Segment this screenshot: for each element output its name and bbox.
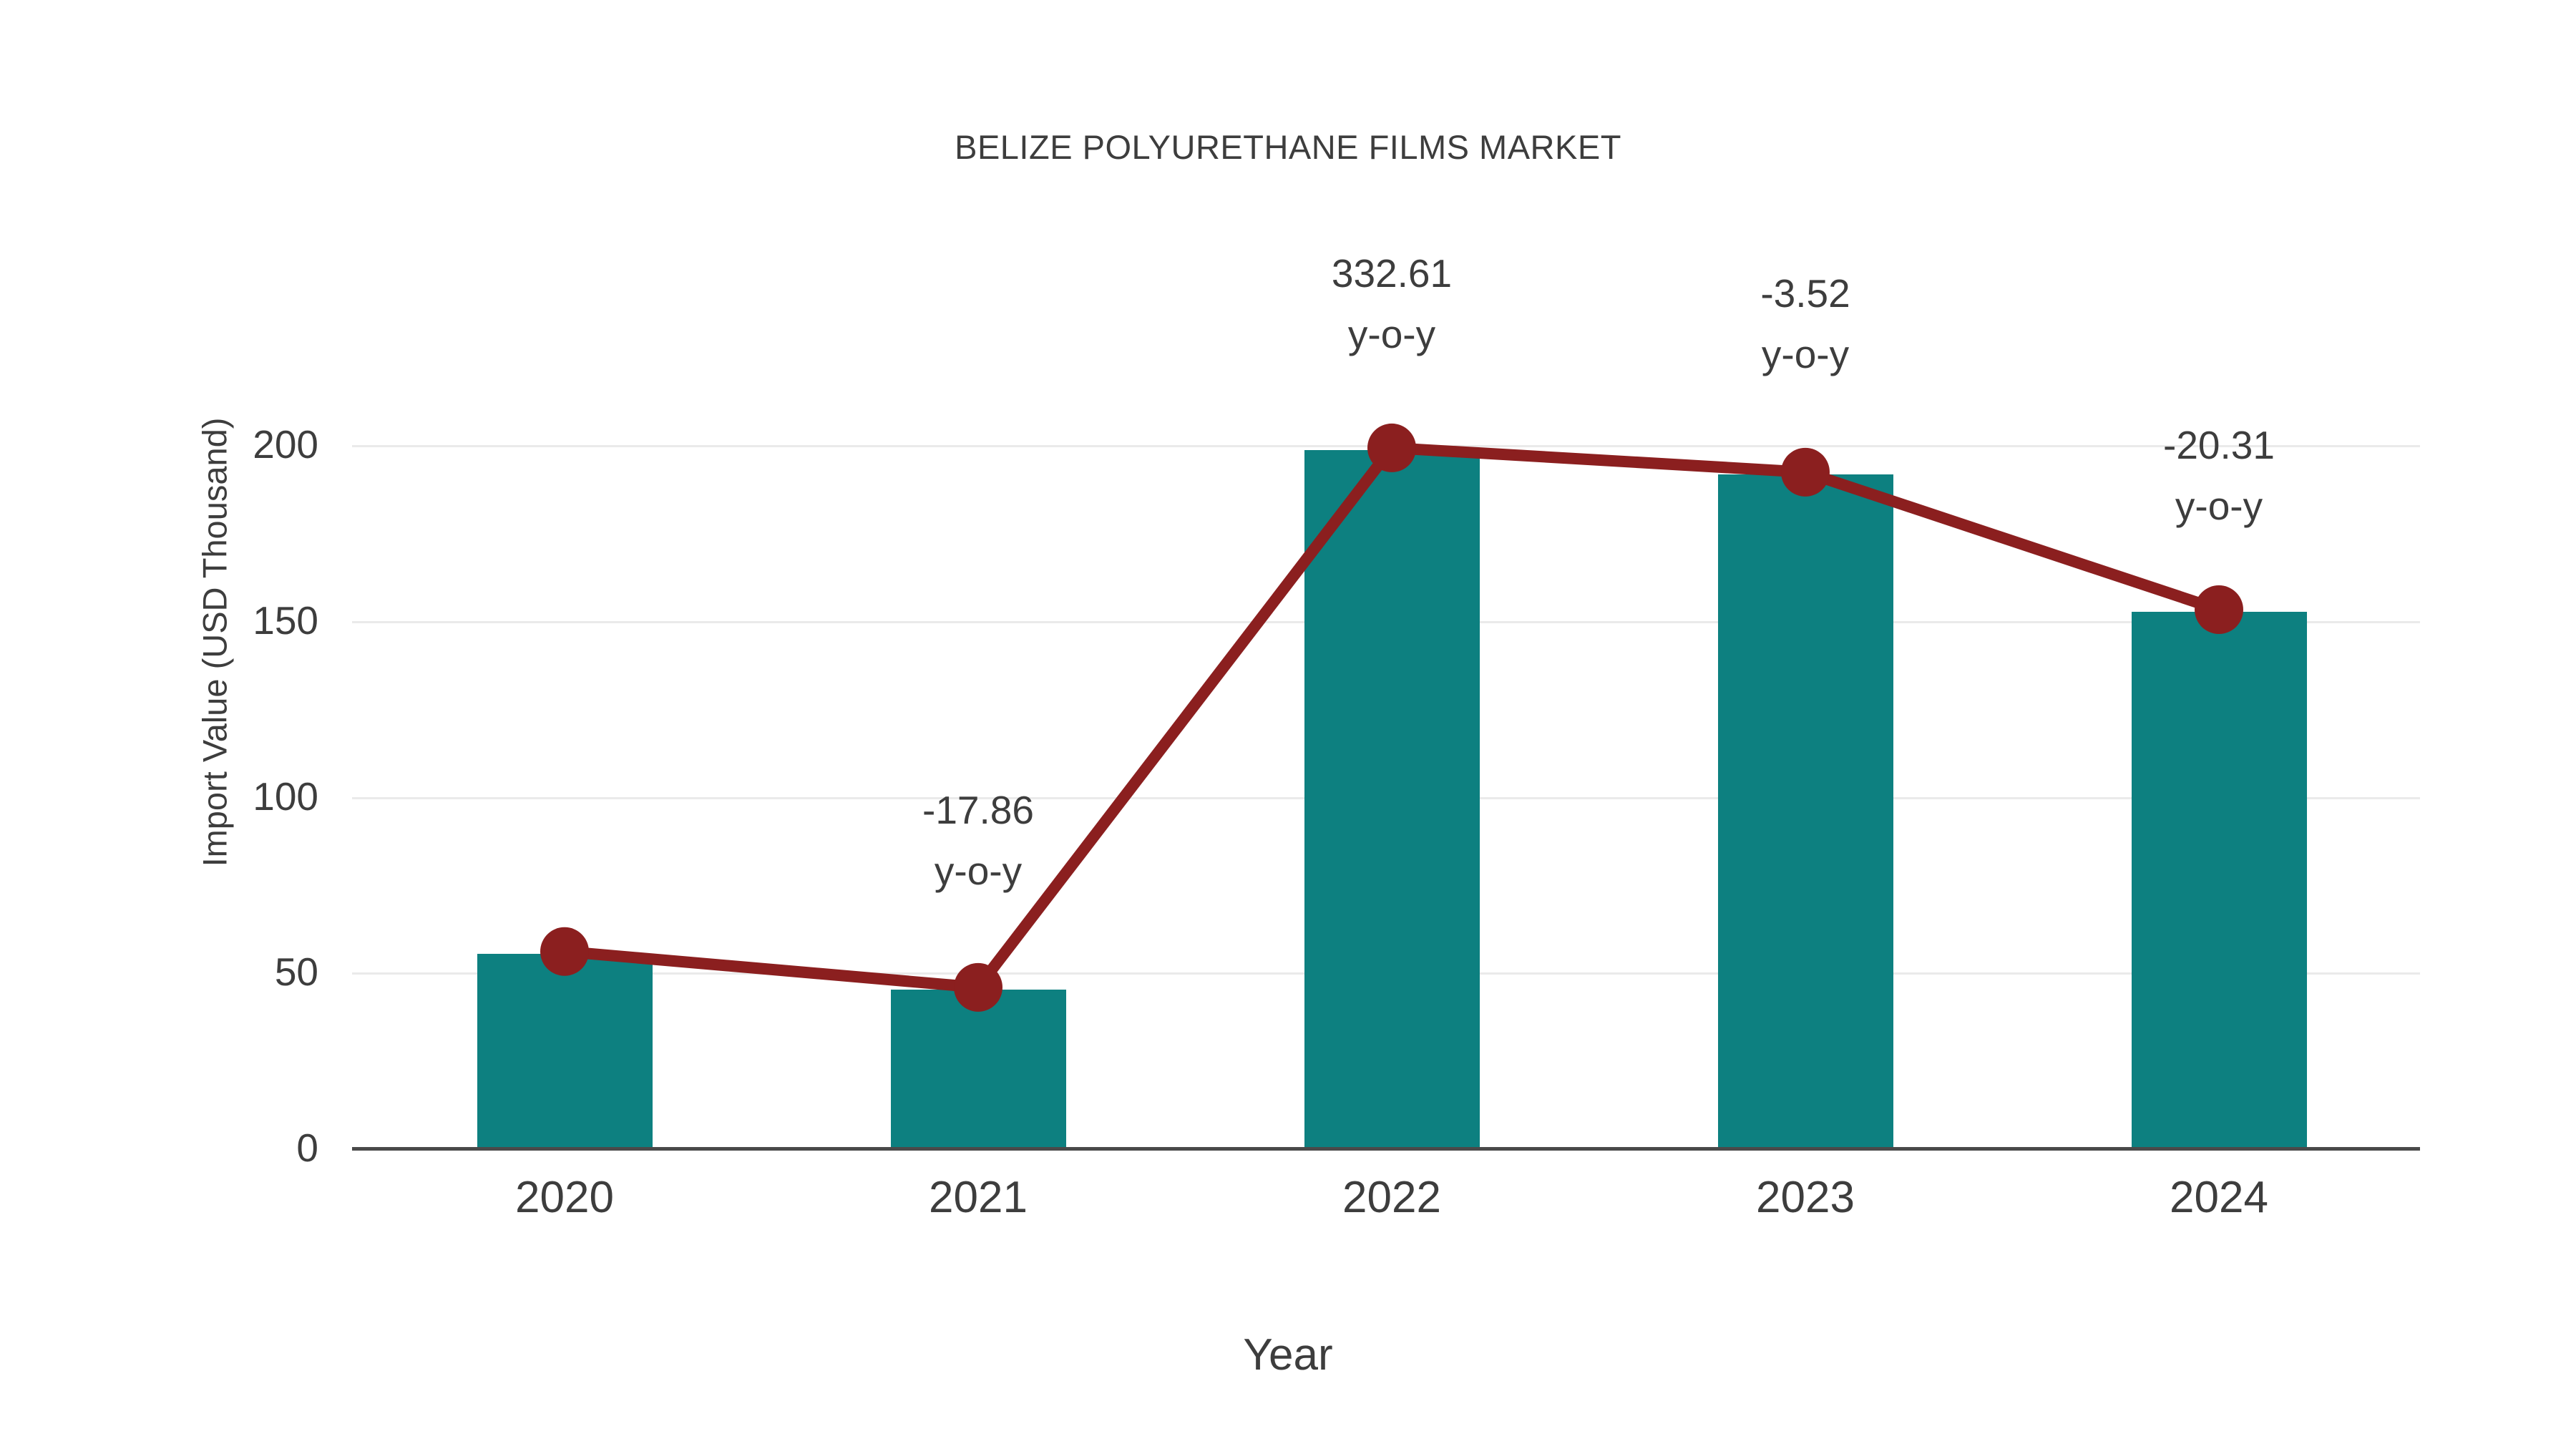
x-axis-title: Year bbox=[1243, 1330, 1333, 1380]
x-tick-label-2024: 2024 bbox=[2170, 1173, 2268, 1222]
bar-2021[interactable] bbox=[890, 989, 1066, 1151]
y-tick-label-0: 0 bbox=[296, 1126, 318, 1170]
growth-value-2024: -20.31 bbox=[2163, 423, 2275, 467]
x-tick-label-2020: 2020 bbox=[515, 1173, 614, 1222]
growth-annotation-2023: -3.52 y-o-y bbox=[1641, 270, 1970, 378]
x-tick-label-2023: 2023 bbox=[1756, 1173, 1855, 1222]
bar-2022[interactable] bbox=[1304, 449, 1480, 1151]
bar-2020[interactable] bbox=[477, 953, 653, 1151]
growth-unit-2024: y-o-y bbox=[2175, 483, 2263, 528]
x-tick-label-2021: 2021 bbox=[929, 1173, 1028, 1222]
growth-annotation-2024: -20.31 y-o-y bbox=[2054, 422, 2384, 530]
growth-unit-2021: y-o-y bbox=[934, 848, 1023, 893]
growth-value-2023: -3.52 bbox=[1760, 271, 1850, 316]
growth-unit-2023: y-o-y bbox=[1761, 331, 1850, 376]
growth-value-2021: -17.86 bbox=[922, 788, 1034, 832]
x-tick-label-2022: 2022 bbox=[1342, 1173, 1441, 1222]
y-tick-label-200: 200 bbox=[253, 422, 318, 467]
growth-value-2022: 332.61 bbox=[1331, 251, 1453, 296]
growth-annotation-2022: 332.61 y-o-y bbox=[1227, 250, 1556, 358]
growth-annotation-2021: -17.86 y-o-y bbox=[814, 787, 1143, 894]
bar-2024[interactable] bbox=[2131, 612, 2307, 1151]
y-tick-label-50: 50 bbox=[274, 950, 318, 995]
y-tick-label-100: 100 bbox=[253, 774, 318, 819]
y-tick-label-150: 150 bbox=[253, 597, 318, 643]
plot-area bbox=[352, 429, 2420, 1151]
chart-title: BELIZE POLYURETHANE FILMS MARKET bbox=[955, 128, 1621, 166]
x-axis-line bbox=[352, 1147, 2420, 1151]
growth-unit-2022: y-o-y bbox=[1347, 311, 1436, 356]
bar-2023[interactable] bbox=[1717, 474, 1893, 1151]
